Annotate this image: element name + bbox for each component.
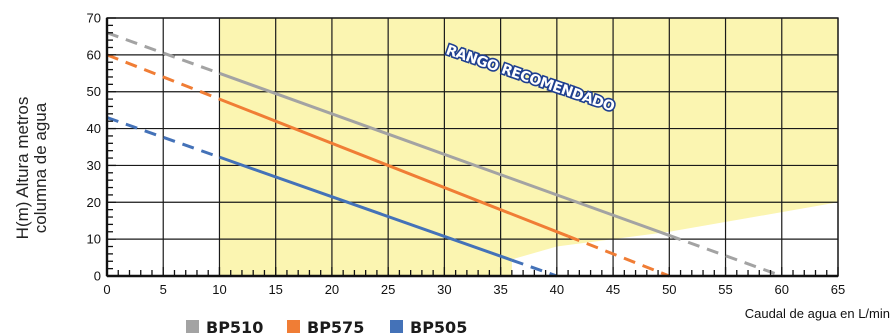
legend-label-bp505: BP505 [410, 318, 467, 336]
x-tick-label: 35 [493, 282, 507, 297]
x-axis-label: Caudal de agua en L/min [745, 306, 890, 321]
x-tick-label: 10 [212, 282, 226, 297]
y-tick-label: 40 [87, 121, 101, 136]
x-tick-label: 0 [103, 282, 110, 297]
y-tick-label: 20 [87, 195, 101, 210]
y-axis-label-line-2: columna de agua [31, 102, 50, 233]
series-bp505-dashed-right [511, 258, 558, 278]
y-tick-label: 10 [87, 232, 101, 247]
legend-label-bp510: BP510 [206, 318, 263, 336]
legend-swatch-bp505 [390, 320, 403, 333]
x-tick-label: 15 [268, 282, 282, 297]
series-bp575-solid [218, 97, 569, 238]
y-axis-label: H(m) Altura metros columna de agua [13, 97, 50, 240]
series-bp505-solid [218, 155, 513, 262]
y-tick-label: 70 [87, 11, 101, 26]
y-axis-label-line-1: H(m) Altura metros [13, 97, 32, 240]
y-tick-label: 30 [87, 158, 101, 173]
x-tick-label: 65 [831, 282, 845, 297]
legend-label-bp575: BP575 [307, 318, 364, 336]
x-tick-label: 25 [381, 282, 395, 297]
recommended-range-area [219, 18, 838, 276]
legend-swatch-bp510 [186, 320, 199, 333]
y-tick-labels: 0 10 20 30 40 50 60 70 [87, 11, 101, 284]
x-tick-label: 60 [775, 282, 789, 297]
series-bp510-solid [218, 71, 670, 237]
x-tick-labels: 0 5 10 15 20 25 30 35 40 45 50 55 60 65 [103, 282, 845, 297]
x-tick-label: 30 [437, 282, 451, 297]
x-tick-label: 40 [550, 282, 564, 297]
series-lines [106, 31, 783, 278]
y-tick-label: 0 [94, 269, 101, 284]
recommended-range-fill [219, 18, 838, 276]
legend-swatch-bp575 [287, 320, 300, 333]
x-tick-label: 55 [718, 282, 732, 297]
chart-legend: BP510 BP575 BP505 [186, 318, 467, 336]
y-tick-label: 60 [87, 47, 101, 62]
series-bp575-dashed-right [567, 234, 670, 278]
y-tick-label: 50 [87, 84, 101, 99]
chart-axes [105, 17, 839, 278]
x-tick-label: 50 [662, 282, 676, 297]
x-tick-label: 45 [606, 282, 620, 297]
x-tick-label: 5 [160, 282, 167, 297]
x-tick-label: 20 [325, 282, 339, 297]
series-bp575-dashed-left [106, 53, 221, 101]
